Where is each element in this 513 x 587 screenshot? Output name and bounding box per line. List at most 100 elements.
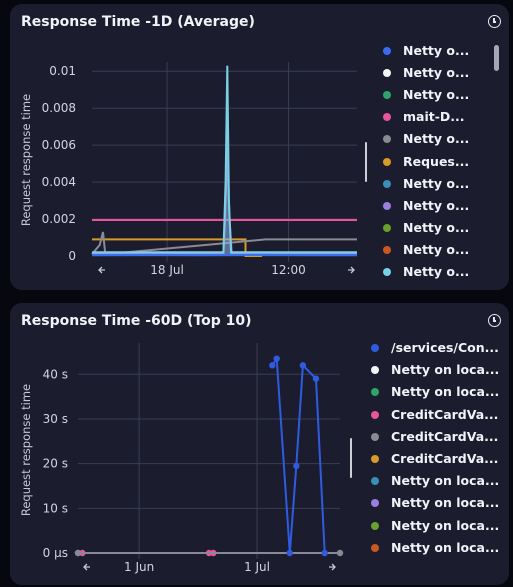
scroll-right-arrow[interactable] <box>348 266 355 274</box>
data-point[interactable] <box>299 362 307 369</box>
legend-item[interactable]: Netty on loca... <box>371 473 499 491</box>
legend-label: Netty o... <box>403 43 470 58</box>
legend-label: Netty o... <box>403 197 470 213</box>
legend-label: Netty on loca... <box>391 473 500 489</box>
legend-item[interactable]: Netty on loca... <box>371 362 499 380</box>
data-point[interactable] <box>336 549 344 557</box>
resize-handle[interactable] <box>350 438 352 478</box>
legend-item[interactable]: CreditCardVa... <box>371 407 498 425</box>
y-axis-label: Request response time <box>19 384 33 516</box>
legend-item[interactable]: CreditCardVa... <box>371 451 498 469</box>
data-point[interactable] <box>269 362 276 369</box>
series-color-dot <box>383 113 391 122</box>
series-color-dot <box>383 157 391 166</box>
data-point[interactable] <box>312 375 320 382</box>
y-tick-label: 30 s <box>43 412 68 426</box>
series-color-dot <box>383 179 391 188</box>
series-color-dot <box>371 388 379 397</box>
legend-item[interactable]: Netty o... <box>383 264 503 282</box>
series-color-dot <box>371 455 379 463</box>
scroll-right-arrow[interactable] <box>329 563 336 571</box>
clock-icon[interactable] <box>488 314 501 327</box>
series-color-dot <box>383 268 391 276</box>
response-time-1d-panel: Response Time -1D (Average) Request resp… <box>10 4 509 290</box>
legend-item[interactable]: mait-D... <box>383 109 503 127</box>
response-time-60d-chart[interactable]: Request response time 0 µs 10 s 20 s 30 s 40… <box>10 303 360 585</box>
legend-item[interactable]: Netty on loca... <box>371 384 499 402</box>
legend-label: Netty o... <box>403 219 470 235</box>
legend-item[interactable]: Netty o... <box>383 43 503 61</box>
legend-label: /services/Con... <box>391 340 499 355</box>
y-tick-label: 0.01 <box>49 64 76 78</box>
legend-label: Netty o... <box>403 175 470 191</box>
data-point[interactable] <box>321 549 328 557</box>
x-tick-label: 18 Jul <box>150 263 184 277</box>
legend-label: Netty on loca... <box>391 495 500 511</box>
legend-item[interactable]: Netty o... <box>383 87 503 105</box>
series-color-dot <box>383 245 391 254</box>
series-color-dot <box>383 91 391 100</box>
data-point[interactable] <box>293 462 300 470</box>
legend-item[interactable]: Netty o... <box>383 131 503 149</box>
panel-title: Response Time -60D (Top 10) <box>21 313 252 329</box>
series-color-dot <box>371 410 379 419</box>
legend-label: Netty o... <box>403 65 470 81</box>
legend-label: Netty on loca... <box>391 384 500 400</box>
data-point[interactable] <box>273 355 280 362</box>
series-color-dot <box>383 135 391 144</box>
x-tick-label: 1 Jul <box>244 560 270 574</box>
legend-item[interactable]: /services/Con... <box>371 340 499 358</box>
legend-label: CreditCardVa... <box>391 428 499 444</box>
series-color-dot <box>371 344 379 352</box>
series-line[interactable] <box>92 65 357 254</box>
legend-item[interactable]: Netty o... <box>383 198 503 216</box>
legend-item[interactable]: CreditCardVa... <box>371 429 498 447</box>
series-color-dot <box>371 432 379 441</box>
y-tick-label: 0.004 <box>42 175 76 189</box>
scroll-left-arrow[interactable] <box>83 563 90 571</box>
legend-label: Netty o... <box>403 241 470 257</box>
legend-label: Netty on loca... <box>391 362 500 378</box>
series-color-dot <box>371 543 379 552</box>
series-color-dot <box>371 477 379 486</box>
series-color-dot <box>371 521 379 530</box>
y-tick-label: 0 µs <box>43 546 68 560</box>
y-tick-label: 0.008 <box>42 101 76 115</box>
legend-item[interactable]: Netty on loca... <box>371 540 499 558</box>
legend-item[interactable]: Netty o... <box>383 176 503 194</box>
series-color-dot <box>383 47 391 55</box>
legend-label: Netty o... <box>403 131 470 147</box>
y-tick-label: 0 <box>68 249 76 263</box>
legend-label: CreditCardVa... <box>391 406 499 422</box>
legend-item[interactable]: Netty on loca... <box>371 518 499 536</box>
legend-item[interactable]: Reques... <box>383 154 503 172</box>
legend-label: Netty on loca... <box>391 539 500 555</box>
legend-item[interactable]: Netty o... <box>383 65 503 83</box>
x-tick-label: 1 Jun <box>124 560 154 574</box>
y-tick-label: 0.002 <box>42 212 76 226</box>
scroll-left-arrow[interactable] <box>98 266 105 274</box>
response-time-1d-chart[interactable]: Request response time 0 0.002 0.004 0.006 0.… <box>10 4 370 290</box>
legend-item[interactable]: Netty on loca... <box>371 495 499 513</box>
data-point[interactable] <box>286 549 293 557</box>
legend-label: CreditCardVa... <box>391 451 499 466</box>
series-line[interactable] <box>92 238 262 257</box>
resize-handle[interactable] <box>365 142 367 182</box>
series-line[interactable] <box>271 355 326 554</box>
y-axis-label: Request response time <box>19 94 33 226</box>
legend-label: Netty o... <box>403 264 470 279</box>
legend-scrollbar[interactable] <box>494 45 499 71</box>
y-tick-label: 20 s <box>43 457 68 471</box>
y-tick-label: 40 s <box>43 367 68 381</box>
response-time-60d-panel: Response Time -60D (Top 10) Request resp… <box>10 303 509 585</box>
legend-item[interactable]: Netty o... <box>383 242 503 260</box>
legend-label: Reques... <box>403 153 470 169</box>
legend-item[interactable]: Netty o... <box>383 220 503 238</box>
legend-label: Netty on loca... <box>391 517 500 533</box>
legend-label: Netty o... <box>403 87 470 103</box>
series-color-dot <box>371 499 379 508</box>
data-point[interactable] <box>74 549 82 557</box>
series-color-dot <box>383 69 391 78</box>
clock-icon[interactable] <box>488 15 501 28</box>
x-tick-label: 12:00 <box>271 263 306 277</box>
